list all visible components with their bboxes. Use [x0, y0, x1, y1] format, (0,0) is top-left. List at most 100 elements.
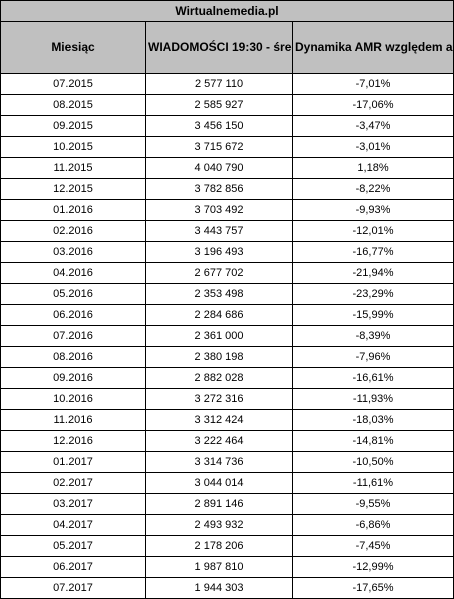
- table-row: 04.2016 2 677 702 -21,94%: [0, 262, 454, 284]
- amr-cell: 3 456 150: [145, 115, 293, 137]
- amr-cell: 2 585 927: [145, 94, 293, 116]
- dynamics-cell: -17,06%: [291, 94, 454, 116]
- amr-cell: 3 272 316: [145, 388, 293, 410]
- amr-cell: 1 987 810: [145, 556, 293, 578]
- amr-cell: 2 353 498: [145, 283, 293, 305]
- month-cell: 07.2017: [0, 577, 146, 599]
- amr-cell: 3 196 493: [145, 241, 293, 263]
- amr-cell: 2 677 702: [145, 262, 293, 284]
- month-cell: 10.2016: [0, 388, 146, 410]
- dynamics-cell: -15,99%: [291, 304, 454, 326]
- month-cell: 05.2016: [0, 283, 146, 305]
- dynamics-cell: -10,50%: [291, 451, 454, 473]
- table-row: 01.2017 3 314 736 -10,50%: [0, 451, 454, 473]
- column-header-row: Miesiąc WIADOMOŚCI 19:30 - średni AMR (W…: [0, 21, 454, 74]
- column-header-amr: WIADOMOŚCI 19:30 - średni AMR (Wszyscy 4…: [145, 21, 293, 74]
- month-cell: 01.2016: [0, 199, 146, 221]
- table-row: 05.2017 2 178 206 -7,45%: [0, 535, 454, 557]
- amr-cell: 3 443 757: [145, 220, 293, 242]
- month-cell: 06.2016: [0, 304, 146, 326]
- amr-cell: 3 782 856: [145, 178, 293, 200]
- table-row: 10.2015 3 715 672 -3,01%: [0, 136, 454, 158]
- month-cell: 11.2015: [0, 157, 146, 179]
- month-cell: 02.2016: [0, 220, 146, 242]
- amr-cell: 3 715 672: [145, 136, 293, 158]
- dynamics-cell: -17,65%: [291, 577, 454, 599]
- month-cell: 12.2016: [0, 430, 146, 452]
- month-cell: 05.2017: [0, 535, 146, 557]
- dynamics-cell: -11,93%: [291, 388, 454, 410]
- table-row: 11.2016 3 312 424 -18,03%: [0, 409, 454, 431]
- dynamics-cell: -16,77%: [291, 241, 454, 263]
- table-row: 09.2016 2 882 028 -16,61%: [0, 367, 454, 389]
- amr-cell: 3 044 014: [145, 472, 293, 494]
- table-row: 12.2016 3 222 464 -14,81%: [0, 430, 454, 452]
- table-row: 09.2015 3 456 150 -3,47%: [0, 115, 454, 137]
- month-cell: 12.2015: [0, 178, 146, 200]
- amr-cell: 2 577 110: [145, 73, 293, 95]
- source-row: Wirtualnemedia.pl: [0, 0, 454, 22]
- amr-cell: 3 312 424: [145, 409, 293, 431]
- month-cell: 04.2016: [0, 262, 146, 284]
- column-header-month: Miesiąc: [0, 21, 146, 74]
- source-title: Wirtualnemedia.pl: [0, 0, 454, 22]
- month-cell: 06.2017: [0, 556, 146, 578]
- amr-cell: 2 380 198: [145, 346, 293, 368]
- table-row: 07.2017 1 944 303 -17,65%: [0, 577, 454, 599]
- table-row: 02.2016 3 443 757 -12,01%: [0, 220, 454, 242]
- amr-cell: 3 314 736: [145, 451, 293, 473]
- dynamics-cell: -3,01%: [291, 136, 454, 158]
- table-row: 03.2017 2 891 146 -9,55%: [0, 493, 454, 515]
- table-row: 04.2017 2 493 932 -6,86%: [0, 514, 454, 536]
- amr-cell: 3 222 464: [145, 430, 293, 452]
- column-header-dynamics: Dynamika AMR względem analogicznego okre…: [291, 21, 454, 74]
- table-body: 07.2015 2 577 110 -7,01% 08.2015 2 585 927 -1…: [0, 73, 454, 599]
- month-cell: 01.2017: [0, 451, 146, 473]
- amr-cell: 1 944 303: [145, 577, 293, 599]
- dynamics-cell: -6,86%: [291, 514, 454, 536]
- amr-cell: 2 284 686: [145, 304, 293, 326]
- month-cell: 09.2016: [0, 367, 146, 389]
- dynamics-cell: -23,29%: [291, 283, 454, 305]
- dynamics-cell: -14,81%: [291, 430, 454, 452]
- table-row: 05.2016 2 353 498 -23,29%: [0, 283, 454, 305]
- dynamics-cell: -21,94%: [291, 262, 454, 284]
- table-row: 10.2016 3 272 316 -11,93%: [0, 388, 454, 410]
- dynamics-cell: -11,61%: [291, 472, 454, 494]
- table-row: 02.2017 3 044 014 -11,61%: [0, 472, 454, 494]
- month-cell: 07.2016: [0, 325, 146, 347]
- dynamics-cell: -18,03%: [291, 409, 454, 431]
- dynamics-cell: -9,55%: [291, 493, 454, 515]
- amr-cell: 2 882 028: [145, 367, 293, 389]
- dynamics-cell: -16,61%: [291, 367, 454, 389]
- month-cell: 02.2017: [0, 472, 146, 494]
- dynamics-cell: -8,22%: [291, 178, 454, 200]
- dynamics-cell: -12,01%: [291, 220, 454, 242]
- month-cell: 10.2015: [0, 136, 146, 158]
- amr-cell: 2 493 932: [145, 514, 293, 536]
- table-row: 12.2015 3 782 856 -8,22%: [0, 178, 454, 200]
- table-row: 06.2017 1 987 810 -12,99%: [0, 556, 454, 578]
- amr-cell: 4 040 790: [145, 157, 293, 179]
- month-cell: 09.2015: [0, 115, 146, 137]
- month-cell: 08.2015: [0, 94, 146, 116]
- dynamics-cell: -7,45%: [291, 535, 454, 557]
- table-row: 06.2016 2 284 686 -15,99%: [0, 304, 454, 326]
- table-row: 11.2015 4 040 790 1,18%: [0, 157, 454, 179]
- dynamics-cell: -8,39%: [291, 325, 454, 347]
- dynamics-cell: -7,96%: [291, 346, 454, 368]
- amr-cell: 2 178 206: [145, 535, 293, 557]
- dynamics-cell: 1,18%: [291, 157, 454, 179]
- month-cell: 07.2015: [0, 73, 146, 95]
- month-cell: 11.2016: [0, 409, 146, 431]
- table-row: 01.2016 3 703 492 -9,93%: [0, 199, 454, 221]
- table-row: 08.2015 2 585 927 -17,06%: [0, 94, 454, 116]
- month-cell: 03.2017: [0, 493, 146, 515]
- dynamics-cell: -12,99%: [291, 556, 454, 578]
- dynamics-cell: -9,93%: [291, 199, 454, 221]
- amr-cell: 3 703 492: [145, 199, 293, 221]
- amr-cell: 2 361 000: [145, 325, 293, 347]
- month-cell: 03.2016: [0, 241, 146, 263]
- table-row: 03.2016 3 196 493 -16,77%: [0, 241, 454, 263]
